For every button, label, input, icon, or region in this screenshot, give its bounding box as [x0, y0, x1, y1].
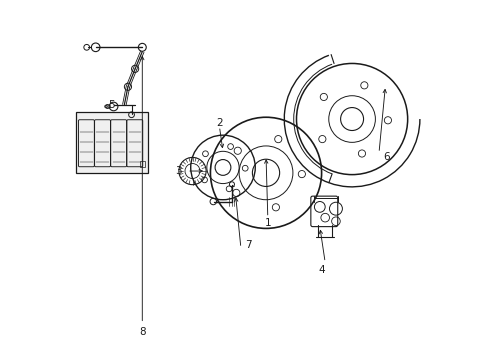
Bar	[140, 161, 144, 167]
Text: 2: 2	[216, 118, 222, 128]
Text: 7: 7	[244, 239, 251, 249]
Text: 3: 3	[175, 166, 181, 176]
Text: 6: 6	[382, 152, 388, 162]
Text: 1: 1	[264, 218, 270, 228]
Text: 5: 5	[108, 100, 115, 110]
Text: 8: 8	[139, 327, 145, 337]
Bar	[76, 112, 147, 173]
Text: 4: 4	[318, 265, 324, 275]
